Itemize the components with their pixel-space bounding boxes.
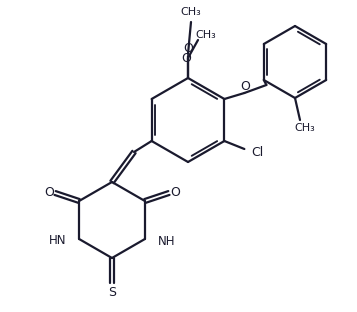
Text: NH: NH (158, 235, 175, 247)
Text: O: O (240, 80, 250, 92)
Text: HN: HN (49, 235, 66, 247)
Text: O: O (44, 187, 54, 199)
Text: S: S (108, 286, 116, 300)
Text: O: O (181, 51, 191, 65)
Text: O: O (170, 187, 180, 199)
Text: CH₃: CH₃ (196, 30, 216, 40)
Text: Cl: Cl (251, 145, 263, 158)
Text: O: O (183, 42, 193, 56)
Text: CH₃: CH₃ (295, 123, 315, 133)
Text: CH₃: CH₃ (181, 7, 201, 17)
